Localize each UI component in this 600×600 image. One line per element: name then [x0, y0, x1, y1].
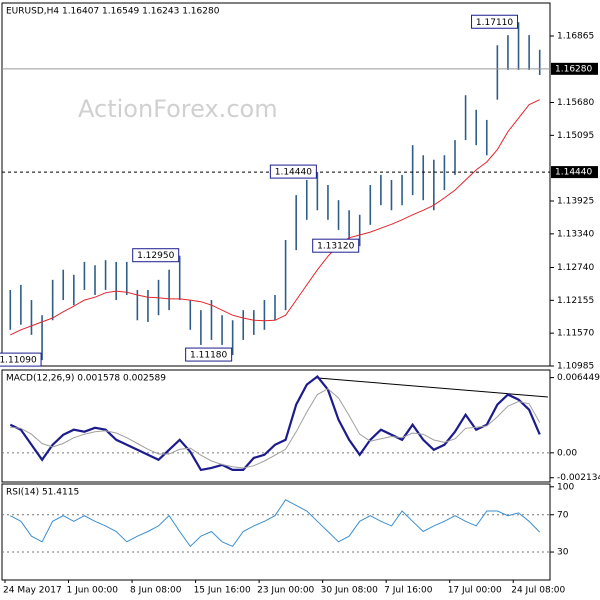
- annotation-label: 1.13120: [317, 242, 354, 252]
- x-tick-label: 7 Jul 16:00: [384, 586, 433, 596]
- price-label: 1.16280: [555, 64, 592, 74]
- y-tick-label: 1.15680: [557, 98, 594, 108]
- x-tick-label: 8 Jun 08:00: [130, 586, 182, 596]
- x-tick-label: 24 May 2017: [3, 586, 62, 596]
- panel-frame: [1, 369, 551, 483]
- annotation-box: [185, 347, 233, 362]
- x-tick-label: 17 Jul 00:00: [448, 586, 502, 596]
- y-tick-label: 1.15095: [557, 131, 594, 141]
- price-label: 1.14440: [555, 168, 592, 178]
- y-tick-label: 1.13925: [557, 197, 594, 207]
- annotation-box: [132, 248, 180, 263]
- y-tick-label: 1.12155: [557, 296, 594, 306]
- annotation-label: 1.11180: [190, 351, 227, 361]
- annotation-label: 1.14440: [275, 168, 312, 178]
- y-tick-label: -0.002134: [557, 473, 600, 483]
- annotation-box: [0, 352, 42, 367]
- y-tick-label: 100: [557, 482, 574, 492]
- price-label-box: [551, 62, 598, 75]
- indicator-line: [10, 499, 541, 548]
- watermark: ActionForex.com: [78, 95, 278, 123]
- trend-line: [317, 377, 549, 398]
- annotation-box: [471, 14, 519, 29]
- annotation-label: 1.11090: [0, 356, 37, 366]
- y-tick-label: 1.16865: [557, 32, 594, 42]
- panel-title: EURUSD,H4 1.16407 1.16549 1.16243 1.1628…: [6, 7, 220, 17]
- x-tick-label: 30 Jun 08:00: [321, 586, 378, 596]
- panel-frame: [1, 483, 551, 581]
- y-tick-label: 1.11570: [557, 329, 594, 339]
- annotation-box: [312, 238, 360, 253]
- moving-average: [10, 99, 540, 336]
- panel-frame: [1, 2, 551, 367]
- y-tick-label: 1.12740: [557, 263, 594, 273]
- indicator-line: [9, 374, 541, 472]
- x-tick-label: 23 Jun 00:00: [257, 586, 314, 596]
- y-tick-label: 30: [557, 548, 569, 558]
- y-tick-label: 0.006449: [557, 373, 600, 383]
- panel-title: MACD(12,26,9) 0.001578 0.002589: [6, 374, 166, 384]
- panel-title: RSI(14) 51.4115: [6, 488, 79, 498]
- y-tick-label: 70: [557, 510, 569, 520]
- x-tick-label: 24 Jul 08:00: [511, 586, 565, 596]
- indicator-line: [10, 388, 541, 469]
- y-tick-label: 1.10985: [557, 362, 594, 372]
- annotation-label: 1.17110: [476, 18, 513, 28]
- annotation-label: 1.12950: [137, 251, 174, 261]
- x-tick-label: 15 Jun 16:00: [194, 586, 251, 596]
- y-tick-label: 0.00: [557, 448, 577, 458]
- annotation-box: [269, 164, 317, 179]
- y-tick-label: 1.13340: [557, 229, 594, 239]
- x-tick-label: 1 Jun 00:00: [67, 586, 119, 596]
- price-label-box: [551, 166, 598, 179]
